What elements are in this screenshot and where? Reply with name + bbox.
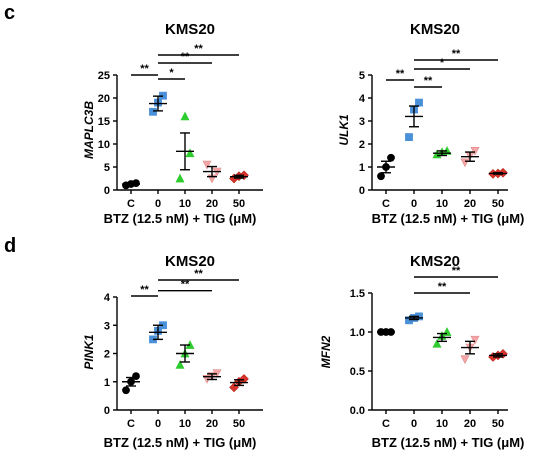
significance-label: * <box>440 57 445 69</box>
significance-label: ** <box>438 281 447 293</box>
data-point <box>460 355 470 365</box>
x-tick-label: 0 <box>411 418 417 430</box>
significance-label: ** <box>194 268 203 280</box>
y-tick-label: 0.0 <box>350 405 365 417</box>
panel-letter-c: c <box>4 2 15 24</box>
x-tick-label: C <box>382 198 390 210</box>
x-tick-label: 50 <box>492 418 504 430</box>
significance-label: ** <box>140 63 149 75</box>
x-axis-label: BTZ (12.5 nM) + TIG (μM) <box>104 211 257 226</box>
y-tick-label: 3 <box>104 320 110 332</box>
significance-label: ** <box>452 265 461 277</box>
y-tick-label: 5 <box>104 162 110 174</box>
chart-ulk1: KMS20 ULK1 BTZ (12.5 nM) + TIG (μM) 0 1 2 3… <box>337 21 524 226</box>
data-point <box>460 158 470 168</box>
data-point <box>185 148 195 158</box>
data-point <box>239 374 249 384</box>
significance-label: ** <box>424 75 433 87</box>
chart-title: KMS20 <box>410 253 460 270</box>
chart-title: KMS20 <box>165 21 215 38</box>
x-axis-label: BTZ (12.5 nM) + TIG (μM) <box>372 435 525 450</box>
x-tick-label: 0 <box>155 198 161 210</box>
y-tick-label: 0 <box>104 405 110 417</box>
y-tick-label: 5 <box>359 70 365 82</box>
y-axis-label: MFN2 <box>319 335 333 368</box>
data-point <box>405 133 413 141</box>
panel-letter-d: d <box>4 235 16 257</box>
x-tick-label: C <box>127 198 135 210</box>
data-point <box>432 338 442 348</box>
y-tick-label: 2 <box>359 139 365 151</box>
x-tick-label: 10 <box>436 418 448 430</box>
y-axis-label: MAPLC3B <box>82 101 96 159</box>
y-tick-label: 1.0 <box>350 327 365 339</box>
y-tick-label: 1.5 <box>350 288 365 300</box>
significance-label: ** <box>181 51 190 63</box>
data-point <box>149 107 157 116</box>
x-tick-label: 50 <box>233 418 245 430</box>
y-tick-label: 20 <box>98 93 110 105</box>
significance-label: ** <box>140 284 149 296</box>
x-tick-label: 10 <box>179 418 191 430</box>
x-tick-label: 20 <box>464 198 476 210</box>
x-tick-label: 10 <box>436 198 448 210</box>
y-tick-label: 4 <box>104 292 111 304</box>
data-point <box>202 160 212 170</box>
x-tick-label: 10 <box>179 198 191 210</box>
x-axis-label: BTZ (12.5 nM) + TIG (μM) <box>372 211 525 226</box>
y-tick-label: 0.5 <box>350 366 365 378</box>
y-tick-label: 15 <box>98 116 110 128</box>
data-point <box>175 359 185 369</box>
data-point <box>442 327 452 336</box>
y-axis-label: PINK1 <box>82 334 96 370</box>
chart-pink1: KMS20 PINK1 BTZ (12.5 nM) + TIG (μM) 0 1 2… <box>82 253 263 450</box>
x-tick-label: 20 <box>206 198 218 210</box>
significance-label: ** <box>452 48 461 60</box>
significance-label: ** <box>396 68 405 80</box>
x-tick-label: 0 <box>411 198 417 210</box>
significance-label: * <box>169 67 174 79</box>
x-tick-label: C <box>127 418 135 430</box>
data-point <box>132 372 140 380</box>
x-tick-label: 20 <box>464 418 476 430</box>
x-tick-label: 20 <box>206 418 218 430</box>
y-tick-label: 0 <box>359 185 365 197</box>
x-tick-label: 50 <box>492 198 504 210</box>
data-point <box>470 335 480 345</box>
x-axis-label: BTZ (12.5 nM) + TIG (μM) <box>104 435 257 450</box>
y-axis-label: ULK1 <box>337 114 351 146</box>
data-point <box>415 98 423 107</box>
y-tick-label: 0 <box>104 185 110 197</box>
chart-title: KMS20 <box>165 253 215 270</box>
data-point <box>180 111 190 121</box>
data-point <box>470 147 480 156</box>
data-point <box>387 153 395 162</box>
chart-title: KMS20 <box>410 21 460 38</box>
significance-label: ** <box>194 43 203 55</box>
y-tick-label: 1 <box>359 162 365 174</box>
y-tick-label: 10 <box>98 139 110 151</box>
y-tick-label: 25 <box>98 70 110 82</box>
y-tick-label: 4 <box>359 93 366 105</box>
y-tick-label: 2 <box>104 349 110 361</box>
x-tick-label: 50 <box>233 198 245 210</box>
y-tick-label: 3 <box>359 116 365 128</box>
data-point <box>122 386 130 395</box>
x-tick-label: C <box>382 418 390 430</box>
chart-maplc3b: KMS20 MAPLC3B BTZ (12.5 nM) + TIG (μM) 0… <box>82 21 263 226</box>
significance-label: ** <box>181 279 190 291</box>
data-point <box>175 173 185 183</box>
data-point <box>377 172 385 181</box>
y-tick-label: 1 <box>104 377 110 389</box>
x-tick-label: 0 <box>155 418 161 430</box>
chart-mfn2: KMS20 MFN2 BTZ (12.5 nM) + TIG (μM) 0.0 0… <box>319 253 524 450</box>
